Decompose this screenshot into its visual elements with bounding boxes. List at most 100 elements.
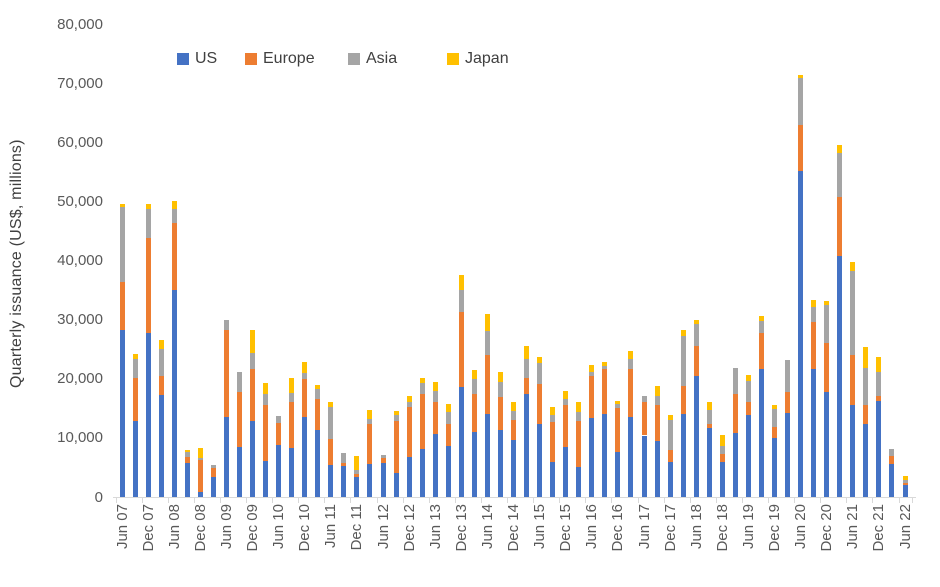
x-tick-mark: [376, 498, 378, 503]
bar-segment-us: [863, 423, 869, 497]
x-tick-label-text: Dec 16: [609, 504, 627, 552]
bar-segment-europe: [171, 222, 177, 291]
bar-segment-us: [250, 420, 256, 497]
bar-segment-asia: [302, 372, 308, 380]
bar-segment-japan: [745, 375, 751, 381]
bar-segment-asia: [341, 452, 347, 464]
x-tick-label: Dec 14: [505, 504, 522, 582]
bar-segment-europe: [680, 385, 686, 415]
bar-segment-europe: [236, 391, 242, 448]
bar-segment-asia: [119, 207, 125, 283]
bar-segment-japan: [445, 403, 451, 412]
bar-segment-us: [367, 463, 373, 497]
legend-label: Europe: [263, 50, 315, 67]
x-tick-mark: [402, 498, 404, 503]
x-tick-label-text: Dec 10: [296, 504, 314, 552]
bar-segment-europe: [445, 423, 451, 446]
bar-segment-us: [445, 445, 451, 497]
bar-segment-asia: [458, 290, 464, 312]
bar-segment-japan: [158, 340, 164, 350]
bar-segment-us: [680, 414, 686, 497]
bar-segment-us: [615, 452, 621, 497]
bar-segment-asia: [250, 353, 256, 369]
bar-segment-us: [719, 461, 725, 497]
x-tick-label-text: Dec 17: [661, 504, 679, 552]
x-tick-mark: [898, 498, 900, 503]
bar-segment-us: [876, 401, 882, 497]
bar-segment-asia: [745, 380, 751, 402]
x-tick-label: Dec 07: [140, 504, 157, 582]
bar-segment-asia: [145, 209, 151, 239]
legend-item-us: US: [177, 50, 217, 67]
x-tick-label-text: Dec 20: [818, 504, 836, 552]
bar-segment-us: [236, 447, 242, 497]
bar-segment-asia: [289, 392, 295, 402]
bar-segment-europe: [758, 333, 764, 369]
bar-segment-asia: [811, 306, 817, 322]
y-tick-label: 10,000: [57, 429, 103, 447]
bar-segment-us: [850, 405, 856, 497]
bar-segment-asia: [432, 391, 438, 402]
bar-segment-europe: [889, 456, 895, 464]
bar-segment-us: [419, 448, 425, 497]
x-tick-label: Jun 20: [792, 504, 809, 582]
bar-segment-asia: [158, 349, 164, 376]
bar-segment-japan: [850, 261, 856, 271]
x-tick-label: Jun 18: [688, 504, 705, 582]
x-tick-label-text: Jun 07: [113, 504, 131, 550]
x-tick-label-text: Dec 14: [505, 504, 523, 552]
bar-segment-asia: [693, 324, 699, 346]
bar-segment-europe: [576, 421, 582, 468]
bar-segment-europe: [824, 343, 830, 392]
bar-segment-us: [628, 417, 634, 497]
bar-segment-japan: [824, 300, 830, 306]
bar-segment-asia: [406, 402, 412, 407]
bar-segment-japan: [863, 347, 869, 368]
bar-segment-europe: [524, 378, 530, 395]
x-tick-label: Dec 13: [453, 504, 470, 582]
x-tick-mark: [689, 498, 691, 503]
bar-segment-europe: [250, 368, 256, 421]
bar-segment-europe: [132, 378, 138, 422]
x-tick-label: Jun 11: [322, 504, 339, 582]
bar-segment-europe: [315, 398, 321, 431]
x-tick-label: Dec 11: [348, 504, 365, 582]
bar-segment-japan: [589, 364, 595, 373]
legend-swatch-asia: [348, 53, 360, 65]
x-tick-label: Jun 12: [375, 504, 392, 582]
x-tick-label: Dec 16: [609, 504, 626, 582]
x-tick-mark: [846, 498, 848, 503]
bar-segment-europe: [341, 463, 347, 467]
bar-segment-europe: [210, 468, 216, 478]
bar-segment-us: [276, 444, 282, 497]
x-tick-label: Jun 08: [166, 504, 183, 582]
bar-segment-europe: [837, 196, 843, 256]
bar-segment-asia: [210, 465, 216, 469]
bar-segment-europe: [263, 405, 269, 461]
bar-segment-us: [798, 171, 804, 497]
bar-segment-asia: [223, 320, 229, 331]
bar-segment-europe: [328, 439, 334, 466]
bar-segment-japan: [315, 384, 321, 390]
bar-segment-asia: [511, 411, 517, 421]
bar-segment-japan: [576, 401, 582, 413]
bar-segment-asia: [758, 321, 764, 334]
bar-segment-asia: [589, 372, 595, 377]
bar-segment-japan: [550, 406, 556, 415]
bar-segment-europe: [706, 424, 712, 428]
bar-segment-europe: [419, 393, 425, 449]
x-tick-label-text: Dec 07: [139, 504, 157, 552]
x-tick-label-text: Dec 21: [870, 504, 888, 552]
bar-segment-us: [693, 375, 699, 497]
x-tick-label: Dec 12: [401, 504, 418, 582]
bar-segment-asia: [524, 358, 530, 379]
bar-segment-us: [328, 465, 334, 497]
bar-segment-us: [537, 423, 543, 497]
bar-segment-europe: [367, 423, 373, 464]
bar-segment-europe: [432, 401, 438, 434]
bar-segment-asia: [197, 457, 203, 461]
bar-segment-us: [145, 332, 151, 497]
bar-segment-us: [902, 484, 908, 497]
bar-segment-asia: [445, 411, 451, 424]
bar-segment-asia: [550, 414, 556, 422]
